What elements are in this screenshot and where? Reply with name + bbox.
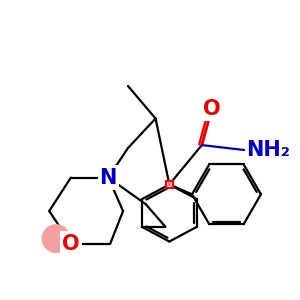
Text: NH₂: NH₂	[246, 140, 290, 160]
Text: O: O	[203, 99, 220, 118]
Text: ×: ×	[166, 180, 173, 189]
Circle shape	[42, 225, 70, 252]
Text: O: O	[62, 233, 80, 254]
Bar	[166, 181, 173, 188]
Text: N: N	[100, 168, 117, 188]
